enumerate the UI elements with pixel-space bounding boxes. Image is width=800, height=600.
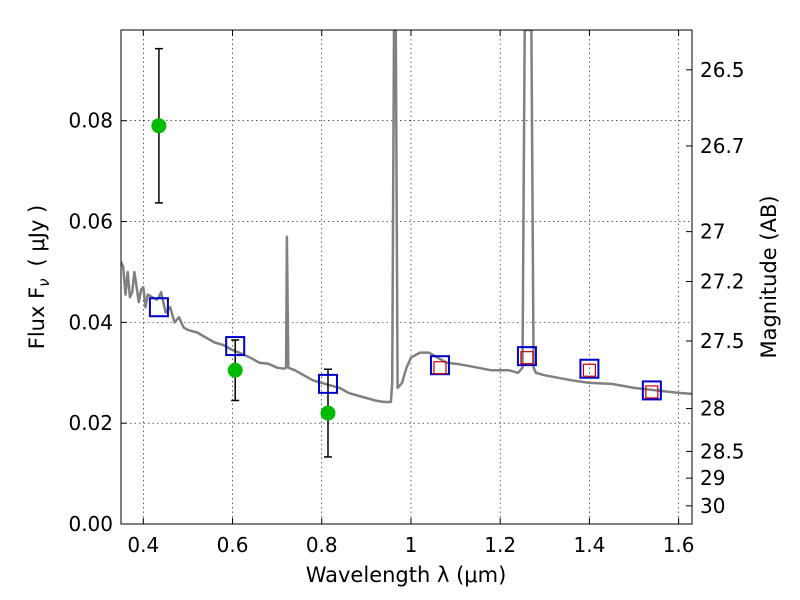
model-photometry-square (516, 346, 537, 367)
y2-tick-label: 29 (700, 466, 725, 490)
y-tick-label: 0.04 (68, 310, 113, 334)
y2-tick-label: 27.2 (700, 270, 745, 294)
ticks: 0.4 0.6 0.8 1 1.2 1.4 1.6 0.00 0.02 0.04 0.06 0.08 2… (68, 30, 745, 557)
y2-tick-label: 27 (700, 220, 725, 244)
x-tick-label: 0.8 (306, 533, 338, 557)
model-flux-small-square (582, 363, 596, 377)
y2-axis-label: Magnitude (AB) (757, 195, 781, 358)
y-tick-label: 0.06 (68, 210, 113, 234)
plot-area (121, 30, 692, 524)
y-tick-label: 0.08 (68, 109, 113, 133)
model-photometry-square (148, 297, 169, 318)
x-tick-label: 1.2 (484, 533, 516, 557)
y2-tick-label: 28.5 (700, 439, 745, 463)
y-tick-label: 0.02 (68, 411, 113, 435)
x-tick-label: 1.4 (573, 533, 605, 557)
y2-tick-label: 27.5 (700, 329, 745, 353)
plot-frame (120, 29, 693, 525)
y-axis-label-subscript: ν (35, 278, 53, 286)
svg-text:Flux Fν( μJy ): Flux Fν ( μJy ) (25, 205, 53, 350)
observed-data-point (227, 362, 243, 378)
x-tick-label: 0.4 (127, 533, 159, 557)
model-photometry-square (225, 336, 246, 357)
y-axis-label-main: Flux F (25, 287, 49, 349)
observed-data-point (320, 405, 336, 421)
model-photometry-square (579, 358, 600, 379)
y-tick-label: 0.00 (68, 512, 113, 536)
y2-tick-label: 28 (700, 397, 725, 421)
model-photometry-square (317, 373, 338, 394)
model-flux-small-square (520, 351, 534, 365)
y2-tick-label: 26.7 (700, 134, 745, 158)
x-tick-label: 0.6 (217, 533, 249, 557)
model-photometry-square (641, 380, 662, 401)
y2-tick-label: 26.5 (700, 58, 745, 82)
marker-layer (148, 47, 662, 458)
x-axis-label: Wavelength λ (μm) (306, 563, 507, 587)
model-flux-small-square (645, 385, 659, 399)
x-tick-label: 1.6 (663, 533, 695, 557)
y2-tick-label: 30 (700, 494, 725, 518)
observed-data-point (151, 118, 167, 134)
y-axis-label-unit: ( μJy ) (25, 205, 49, 267)
x-tick-label: 1 (405, 533, 418, 557)
y-axis-label: Flux Fν ( μJy ) (25, 205, 53, 350)
model-flux-small-square (433, 361, 447, 375)
